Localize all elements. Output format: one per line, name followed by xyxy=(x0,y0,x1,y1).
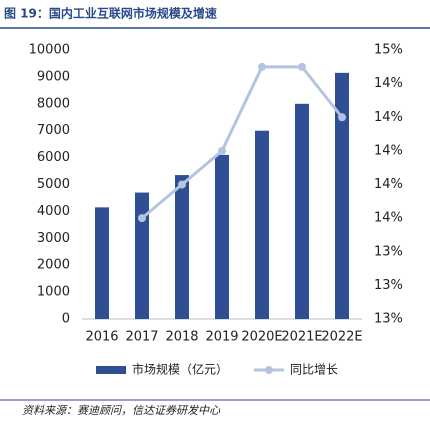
line-point xyxy=(298,62,306,71)
y-tick-label: 5000 xyxy=(37,177,70,192)
y-tick-label: 4000 xyxy=(37,204,70,219)
y2-tick-label: 14% xyxy=(374,110,403,125)
legend-label: 市场规模（亿元） xyxy=(132,362,228,377)
y-tick-label: 2000 xyxy=(37,258,70,273)
y-tick-label: 3000 xyxy=(37,231,70,246)
x-tick-label: 2018 xyxy=(165,330,198,345)
y-tick-label: 7000 xyxy=(37,123,70,138)
y2-tick-label: 14% xyxy=(374,143,403,158)
figure-title: 图 19：国内工业互联网市场规模及增速 xyxy=(4,6,217,21)
y-tick-label: 10000 xyxy=(29,43,70,58)
y-tick-label: 1000 xyxy=(37,285,70,300)
line-point xyxy=(138,214,146,223)
x-tick-label: 2019 xyxy=(205,330,238,345)
x-tick-label: 2016 xyxy=(85,330,118,345)
y-tick-label: 9000 xyxy=(37,69,70,84)
x-tick-label: 2021E xyxy=(281,330,322,345)
y2-tick-label: 13% xyxy=(374,244,403,259)
bar xyxy=(335,72,349,320)
y-tick-label: 6000 xyxy=(37,150,70,165)
bar xyxy=(215,154,229,319)
y2-tick-label: 14% xyxy=(374,76,403,91)
y2-tick-label: 15% xyxy=(374,43,403,58)
bar xyxy=(255,130,269,319)
legend-swatch xyxy=(265,366,273,374)
x-tick-label: 2020E xyxy=(241,330,282,345)
y-tick-label: 0 xyxy=(62,312,70,327)
bar xyxy=(135,192,149,319)
y2-tick-label: 14% xyxy=(374,177,403,192)
y-tick-label: 8000 xyxy=(37,96,70,111)
legend-label: 同比增长 xyxy=(290,363,338,377)
bar xyxy=(175,175,189,319)
line xyxy=(141,65,344,220)
bar xyxy=(295,103,309,319)
source: 资料来源：赛迪顾问，信达证券研发中心 xyxy=(22,404,221,417)
bar xyxy=(95,207,109,319)
y2-tick-label: 13% xyxy=(374,278,403,293)
line-point xyxy=(338,113,346,122)
x-tick-label: 2017 xyxy=(125,330,158,345)
line-point xyxy=(258,62,266,71)
y2-tick-label: 14% xyxy=(374,211,403,226)
line-point xyxy=(178,180,186,189)
line-point xyxy=(218,146,226,155)
legend-swatch xyxy=(96,366,126,374)
y2-tick-label: 13% xyxy=(374,312,403,327)
x-tick-label: 2022E xyxy=(321,330,362,345)
